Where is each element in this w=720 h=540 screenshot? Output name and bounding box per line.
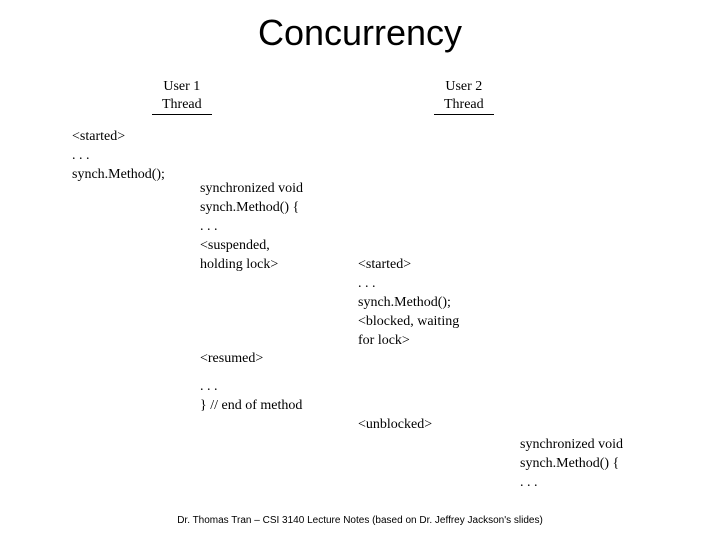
block-user1-started: <started> . . . synch.Method();	[72, 128, 165, 185]
user1-thread-header: User 1 Thread	[152, 78, 212, 115]
user2-label-bottom: Thread	[434, 96, 494, 116]
user2-thread-header: User 2 Thread	[434, 78, 494, 115]
user1-label-bottom: Thread	[152, 96, 212, 116]
slide: { "title": "Concurrency", "footer": "Dr.…	[0, 0, 720, 540]
block-end-of-method: . . . } // end of method	[200, 378, 302, 416]
block-sync-method-enter: synchronized void synch.Method() { . . .…	[200, 180, 303, 274]
slide-footer: Dr. Thomas Tran – CSI 3140 Lecture Notes…	[0, 515, 720, 526]
slide-title: Concurrency	[0, 12, 720, 54]
block-user2-started-blocked: <started> . . . synch.Method(); <blocked…	[358, 256, 459, 350]
user1-label-top: User 1	[152, 78, 212, 96]
block-user2-sync-enter: synchronized void synch.Method() { . . .	[520, 436, 623, 493]
user2-label-top: User 2	[434, 78, 494, 96]
block-resumed: <resumed>	[200, 350, 263, 369]
block-unblocked: <unblocked>	[358, 416, 432, 435]
